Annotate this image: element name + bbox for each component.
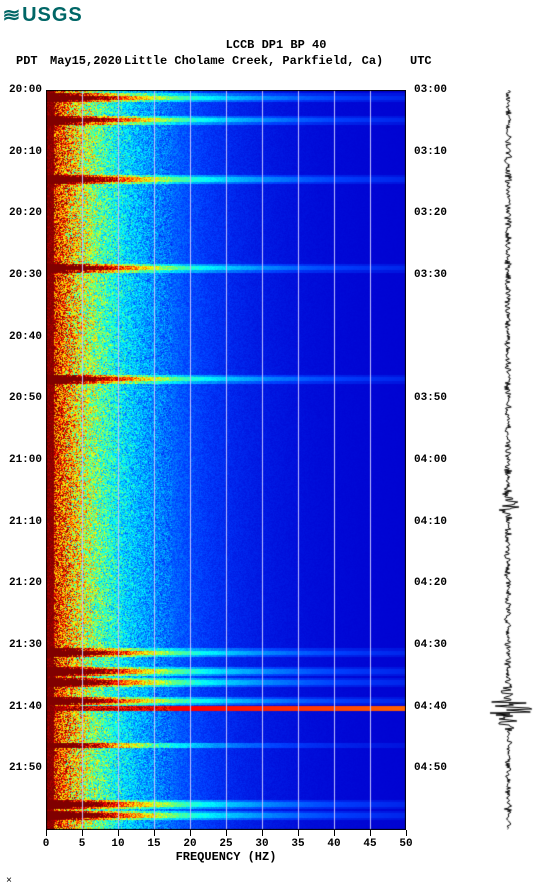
usgs-logo: ≋USGS [4, 4, 83, 27]
right-tick: 03:30 [410, 269, 447, 281]
x-tick: 25 [219, 838, 232, 850]
left-tick: 21:40 [0, 701, 42, 713]
x-tick: 20 [183, 838, 196, 850]
pdt-label: PDT [16, 54, 38, 68]
spectrogram-plot [46, 90, 406, 830]
chart-title: LCCB DP1 BP 40 [0, 38, 552, 52]
utc-label: UTC [410, 54, 432, 68]
right-tick: 04:30 [410, 639, 447, 651]
left-tick: 20:30 [0, 269, 42, 281]
right-tick: 04:40 [410, 701, 447, 713]
left-tick: 20:50 [0, 392, 42, 404]
seismogram-trace [468, 90, 548, 830]
decoration-dot: × [6, 876, 12, 887]
left-tick: 21:10 [0, 516, 42, 528]
x-tick: 10 [111, 838, 124, 850]
right-tick: 03:20 [410, 207, 447, 219]
left-time-axis: 20:0020:1020:2020:3020:4020:5021:0021:10… [0, 90, 42, 830]
right-tick: 04:00 [410, 454, 447, 466]
right-time-axis: 03:0003:1003:2003:3003:5004:0004:1004:20… [410, 90, 460, 830]
left-tick: 21:50 [0, 762, 42, 774]
x-tick: 0 [43, 838, 50, 850]
left-tick: 20:20 [0, 207, 42, 219]
right-tick: 04:10 [410, 516, 447, 528]
left-tick: 20:00 [0, 84, 42, 96]
date-label: May15,2020 [50, 54, 122, 68]
left-tick: 21:30 [0, 639, 42, 651]
right-tick: 04:20 [410, 577, 447, 589]
x-tick: 5 [79, 838, 86, 850]
right-tick: 04:50 [410, 762, 447, 774]
location-label: Little Cholame Creek, Parkfield, Ca) [124, 54, 383, 68]
x-tick: 40 [327, 838, 340, 850]
left-tick: 20:40 [0, 331, 42, 343]
x-tick: 30 [255, 838, 268, 850]
left-tick: 21:00 [0, 454, 42, 466]
x-tick: 45 [363, 838, 376, 850]
x-tick: 35 [291, 838, 304, 850]
spectrogram-canvas [46, 90, 406, 830]
right-tick: 03:10 [410, 146, 447, 158]
left-tick: 21:20 [0, 577, 42, 589]
right-tick: 03:00 [410, 84, 447, 96]
right-tick: 03:50 [410, 392, 447, 404]
left-tick: 20:10 [0, 146, 42, 158]
x-tick: 50 [399, 838, 412, 850]
x-tick: 15 [147, 838, 160, 850]
x-axis-label: FREQUENCY (HZ) [46, 850, 406, 864]
